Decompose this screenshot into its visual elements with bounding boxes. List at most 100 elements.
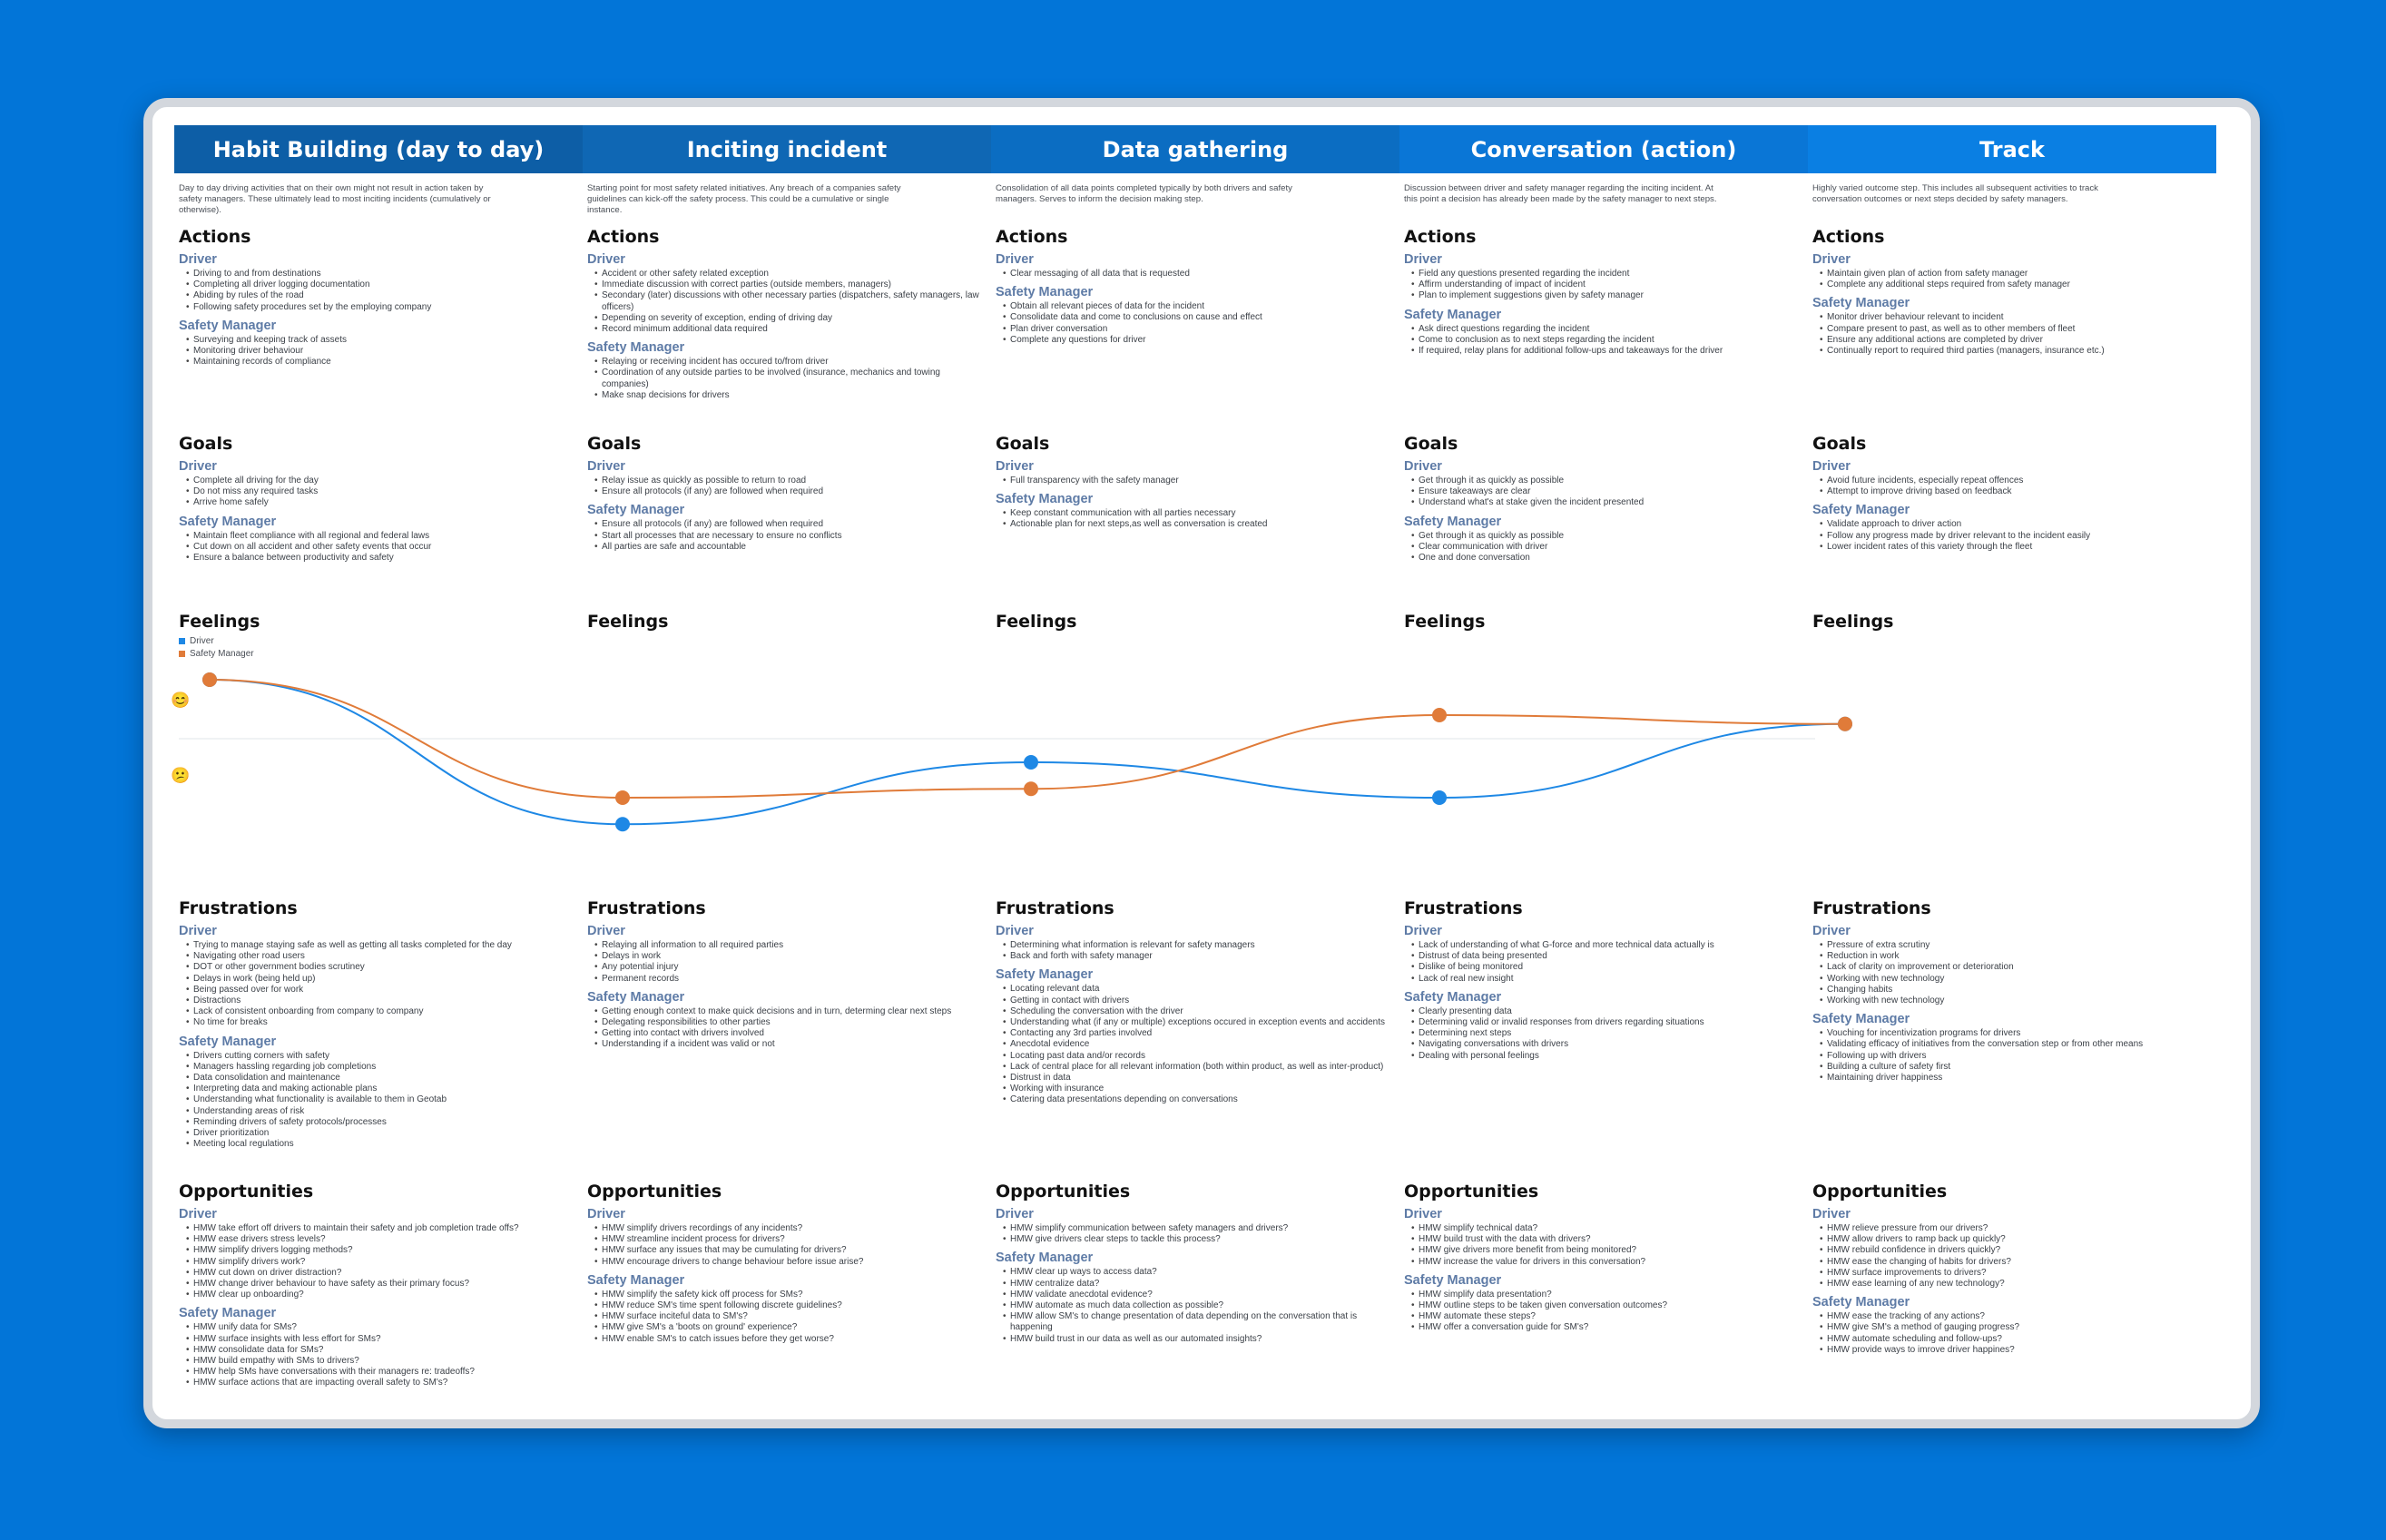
safety-manager-list: Monitor driver behaviour relevant to inc… xyxy=(1812,312,2212,357)
list-item: HMW surface improvements to drivers? xyxy=(1820,1268,2212,1279)
list-item: Driving to and from destinations xyxy=(186,269,578,280)
list-item: HMW increase the value for drivers in th… xyxy=(1411,1257,1803,1268)
driver-label: Driver xyxy=(587,1207,625,1221)
driver-list: Relaying all information to all required… xyxy=(587,940,987,985)
feelings-chart xyxy=(179,672,1852,832)
safety-manager-label: Safety Manager xyxy=(1812,296,1910,311)
list-item: HMW give drivers more benefit from being… xyxy=(1411,1245,1803,1256)
list-item: HMW simplify the safety kick off process… xyxy=(594,1290,987,1300)
list-item: HMW surface inciteful data to SM's? xyxy=(594,1311,987,1322)
list-item: Maintaining driver happiness xyxy=(1820,1073,2212,1084)
stage-description: Highly varied outcome step. This include… xyxy=(1812,183,2098,204)
actions-title: Actions xyxy=(996,227,1068,247)
list-item: Get through it as quickly as possible xyxy=(1411,531,1803,542)
frustrations-section: Frustrations Driver Lack of understanding … xyxy=(1404,898,1803,1062)
driver-label: Driver xyxy=(1812,1207,1851,1221)
list-item: Consolidate data and come to conclusions… xyxy=(1003,312,1395,323)
list-item: No time for breaks xyxy=(186,1017,578,1028)
list-item: Clearly presenting data xyxy=(1411,1006,1803,1017)
list-item: Validating efficacy of initiatives from … xyxy=(1820,1039,2212,1050)
driver-label: Driver xyxy=(1404,459,1442,474)
data-point-safety-manager xyxy=(1838,716,1852,731)
list-item: HMW cut down on driver distraction? xyxy=(186,1268,578,1279)
safety-manager-label: Safety Manager xyxy=(587,989,685,1005)
safety-manager-list: HMW ease the tracking of any actions?HMW… xyxy=(1812,1311,2212,1356)
list-item: Immediate discussion with correct partie… xyxy=(594,280,987,290)
legend-swatch xyxy=(179,638,185,644)
safety-manager-label: Safety Manager xyxy=(587,1272,685,1288)
list-item: Complete any questions for driver xyxy=(1003,335,1395,346)
list-item: Catering data presentations depending on… xyxy=(1003,1094,1395,1105)
list-item: Understanding what functionality is avai… xyxy=(186,1094,578,1105)
list-item: If required, relay plans for additional … xyxy=(1411,346,1803,357)
list-item: Dislike of being monitored xyxy=(1411,962,1803,973)
stage-column: Day to day driving activities that on th… xyxy=(179,183,578,1427)
driver-label: Driver xyxy=(587,252,625,267)
driver-list: Lack of understanding of what G-force an… xyxy=(1404,940,1803,985)
safety-manager-label: Safety Manager xyxy=(179,514,277,529)
safety-manager-label: Safety Manager xyxy=(996,492,1094,507)
driver-list: Driving to and from destinationsCompleti… xyxy=(179,269,578,313)
goals-title: Goals xyxy=(587,434,642,454)
list-item: Any potential injury xyxy=(594,962,987,973)
safety-manager-list: HMW simplify the safety kick off process… xyxy=(587,1290,987,1345)
safety-manager-label: Safety Manager xyxy=(1404,514,1502,529)
safety-manager-label: Safety Manager xyxy=(1404,307,1502,322)
list-item: HMW unify data for SMs? xyxy=(186,1322,578,1333)
list-item: HMW clear up ways to access data? xyxy=(1003,1267,1395,1278)
safety-manager-list: Obtain all relevant pieces of data for t… xyxy=(996,301,1395,346)
list-item: Cut down on all accident and other safet… xyxy=(186,542,578,553)
list-item: HMW validate anecdotal evidence? xyxy=(1003,1290,1395,1300)
list-item: HMW automate as much data collection as … xyxy=(1003,1300,1395,1311)
opportunities-title: Opportunities xyxy=(1404,1182,1539,1202)
driver-list: Relay issue as quickly as possible to re… xyxy=(587,476,987,498)
frustrations-title: Frustrations xyxy=(1404,898,1523,918)
list-item: Arrive home safely xyxy=(186,497,578,508)
stage-header: Data gathering xyxy=(991,125,1399,173)
driver-list: Field any questions presented regarding … xyxy=(1404,269,1803,302)
legend-item-driver: Driver xyxy=(179,636,254,646)
data-point-safety-manager xyxy=(615,790,630,805)
driver-list: Maintain given plan of action from safet… xyxy=(1812,269,2212,291)
driver-label: Driver xyxy=(1812,252,1851,267)
safety-manager-list: Ask direct questions regarding the incid… xyxy=(1404,324,1803,358)
list-item: One and done conversation xyxy=(1411,553,1803,564)
driver-list: HMW simplify communication between safet… xyxy=(996,1223,1395,1246)
list-item: Meeting local regulations xyxy=(186,1139,578,1150)
list-item: Drivers cutting corners with safety xyxy=(186,1051,578,1062)
list-item: Locating past data and/or records xyxy=(1003,1051,1395,1062)
list-item: Monitoring driver behaviour xyxy=(186,346,578,357)
list-item: Ensure any additional actions are comple… xyxy=(1820,335,2212,346)
list-item: Distractions xyxy=(186,996,578,1006)
list-item: Obtain all relevant pieces of data for t… xyxy=(1003,301,1395,312)
list-item: Do not miss any required tasks xyxy=(186,486,578,497)
chart-legend: Driver Safety Manager xyxy=(179,636,254,662)
list-item: Pressure of extra scrutiny xyxy=(1820,940,2212,951)
list-item: HMW give SM's a 'boots on ground' experi… xyxy=(594,1322,987,1333)
safety-manager-list: HMW clear up ways to access data?HMW cen… xyxy=(996,1267,1395,1345)
stage-description: Discussion between driver and safety man… xyxy=(1404,183,1717,204)
list-item: Managers hassling regarding job completi… xyxy=(186,1062,578,1073)
safety-manager-list: Get through it as quickly as possibleCle… xyxy=(1404,531,1803,564)
safety-manager-label: Safety Manager xyxy=(179,318,277,333)
safety-manager-label: Safety Manager xyxy=(1812,1295,1910,1310)
driver-list: Avoid future incidents, especially repea… xyxy=(1812,476,2212,498)
list-item: Lower incident rates of this variety thr… xyxy=(1820,542,2212,553)
driver-label: Driver xyxy=(996,1207,1034,1221)
list-item: Delays in work (being held up) xyxy=(186,974,578,985)
safety-manager-list: Locating relevant dataGetting in contact… xyxy=(996,984,1395,1105)
data-point-safety-manager xyxy=(1432,708,1447,722)
list-item: Working with new technology xyxy=(1820,996,2212,1006)
list-item: HMW build empathy with SMs to drivers? xyxy=(186,1356,578,1367)
safety-manager-list: Relaying or receiving incident has occur… xyxy=(587,357,987,401)
driver-label: Driver xyxy=(179,459,217,474)
driver-list: Clear messaging of all data that is requ… xyxy=(996,269,1395,280)
list-item: HMW outline steps to be taken given conv… xyxy=(1411,1300,1803,1311)
opportunities-section: Opportunities Driver HMW simplify drivers … xyxy=(587,1182,987,1345)
list-item: Relay issue as quickly as possible to re… xyxy=(594,476,987,486)
driver-label: Driver xyxy=(179,1207,217,1221)
list-item: Ensure all protocols (if any) are follow… xyxy=(594,486,987,497)
stage-description: Starting point for most safety related i… xyxy=(587,183,901,215)
list-item: Start all processes that are necessary t… xyxy=(594,531,987,542)
list-item: Validate approach to driver action xyxy=(1820,519,2212,530)
